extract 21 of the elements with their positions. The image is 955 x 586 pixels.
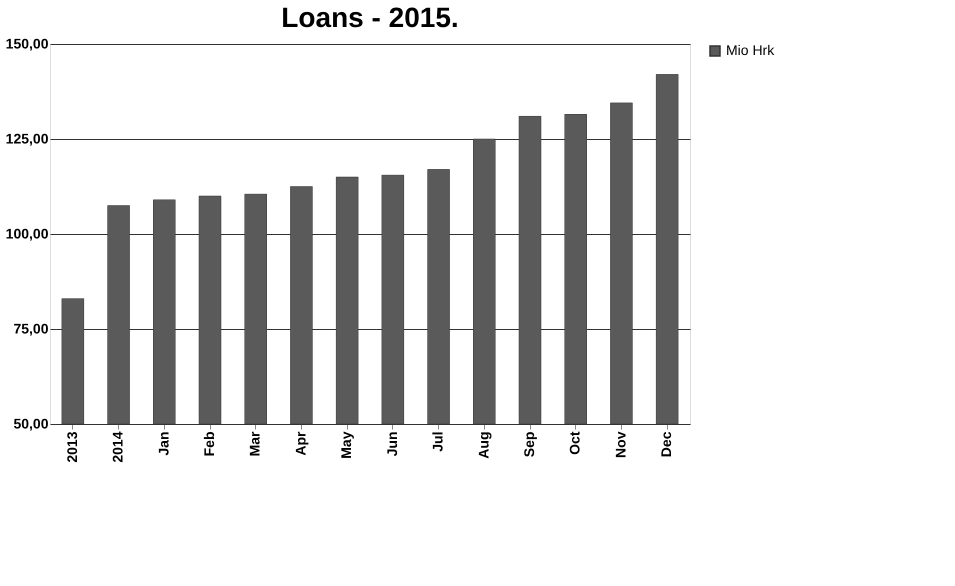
x-tick-label: Nov xyxy=(612,431,628,458)
x-tick-label: Apr xyxy=(292,430,308,456)
x-tick-label: Mar xyxy=(246,430,263,456)
x-tick-label: 2013 xyxy=(64,431,80,463)
x-tick-label: May xyxy=(338,431,354,459)
chart-title: Loans - 2015. xyxy=(281,2,459,33)
x-tick-label: Sep xyxy=(521,432,537,458)
x-tick-label: Feb xyxy=(201,432,217,456)
y-tick-label: 50,00 xyxy=(13,416,49,432)
y-tick-label: 100,00 xyxy=(6,226,49,242)
x-tick-label: 2014 xyxy=(110,431,126,463)
x-tick-label: Jun xyxy=(384,432,400,456)
x-tick-label: Jan xyxy=(155,432,172,456)
legend-label: Mio Hrk xyxy=(726,42,776,58)
x-tick-label: Oct xyxy=(566,431,583,455)
y-tick-label: 125,00 xyxy=(6,130,49,146)
y-tick-label: 75,00 xyxy=(13,320,49,336)
x-tick-label: Aug xyxy=(475,432,492,459)
x-tick-label: Jul xyxy=(430,432,446,452)
y-tick-label: 150,00 xyxy=(6,36,49,52)
x-tick-label: Dec xyxy=(658,431,674,458)
